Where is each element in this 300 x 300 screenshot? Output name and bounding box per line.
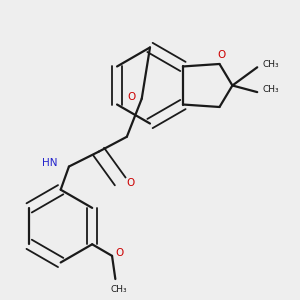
Text: O: O [217,50,225,60]
Text: CH₃: CH₃ [263,60,279,69]
Text: CH₃: CH₃ [110,285,127,294]
Text: O: O [126,178,134,188]
Text: CH₃: CH₃ [263,85,279,94]
Text: HN: HN [42,158,58,168]
Text: O: O [115,248,123,258]
Text: O: O [128,92,136,102]
